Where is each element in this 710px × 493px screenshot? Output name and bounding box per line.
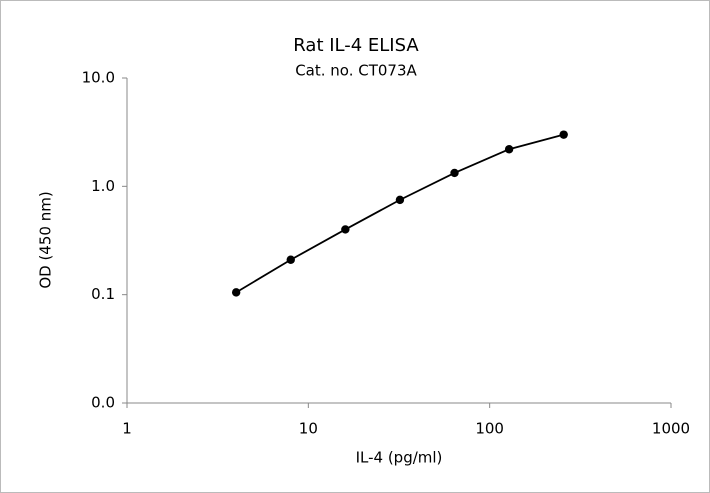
y-tick-label: 1.0	[91, 177, 115, 195]
data-point	[341, 225, 350, 234]
data-point	[504, 145, 514, 154]
x-tick-label: 1000	[652, 420, 690, 438]
x-axis-label: IL-4 (pg/ml)	[356, 449, 443, 467]
x-tick-label: 1	[122, 420, 132, 438]
series-line	[235, 133, 564, 294]
y-tick-label: 0.0	[91, 394, 115, 412]
data-point	[231, 288, 241, 297]
x-tick-label: 100	[475, 420, 504, 438]
y-tick-label: 10.0	[82, 69, 115, 87]
data-point	[395, 195, 405, 205]
x-tick-label: 10	[299, 420, 318, 438]
data-point	[286, 255, 295, 264]
data-point	[559, 130, 568, 139]
chart-title: Rat IL-4 ELISA	[293, 35, 419, 56]
y-tick-label: 0.1	[91, 285, 115, 303]
y-axis-label: OD (450 nm)	[37, 191, 55, 288]
chart-subtitle: Cat. no. CT073A	[295, 62, 417, 80]
data-point	[450, 168, 459, 178]
